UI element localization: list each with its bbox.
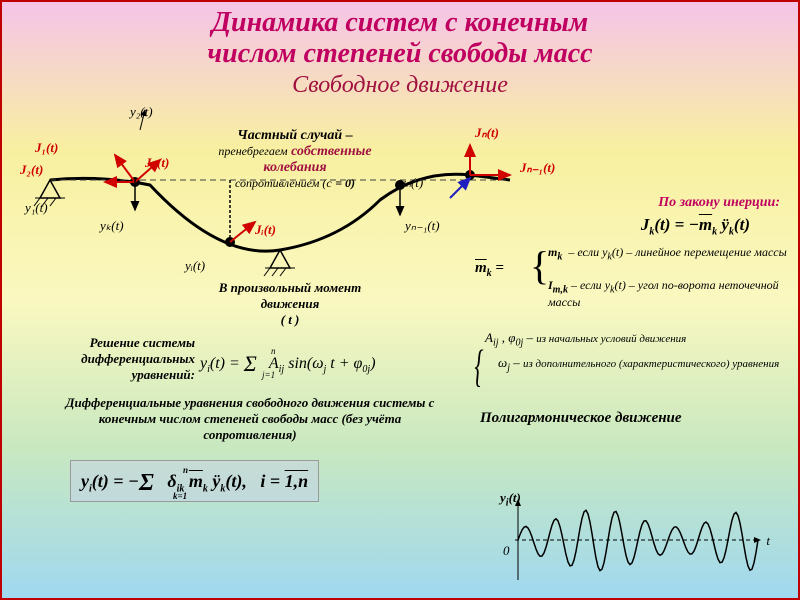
main-formula-box: yi(t) = −Σnk=1 δik mk ÿk(t), i = 1,n: [70, 460, 319, 502]
case-sub1: пренебрегаем: [218, 144, 287, 158]
force-ji: [230, 222, 255, 242]
lbl-jk: Jₖ(t): [145, 155, 169, 171]
diff-eq-text: Дифференциальные уравнения свободного дв…: [60, 395, 440, 443]
lbl-yk: yₖ(t): [100, 218, 124, 234]
solution-label: Решение системы дифференциальных уравнен…: [25, 335, 195, 383]
case-zero: = 0): [335, 176, 355, 190]
lbl-ji: Jᵢ(t): [255, 222, 276, 238]
wave-ylabel: yi(t): [500, 490, 521, 509]
moment-text: В произвольный момент движения: [219, 280, 362, 311]
lbl-j2: J₂(t): [20, 162, 43, 178]
wave-plot: yi(t) t 0: [500, 495, 770, 585]
lbl-jn1: Jₙ₋₁(t): [520, 160, 555, 176]
solution-formula: yi(t) = Σnj=1 Aij sin(ωj t + φ0j): [200, 348, 376, 375]
main-title: Динамика систем с конечным числом степен…: [0, 8, 800, 70]
lbl-j1: J₁(t): [35, 140, 58, 156]
brace-mk: {: [530, 242, 549, 289]
mk-cond1: mk – если yk(t) – линейное перемещение м…: [548, 245, 788, 262]
support-mid: [270, 250, 290, 268]
inertia-formula: Jk(t) = −mk ÿk(t): [641, 215, 750, 237]
disp-blue: [450, 178, 470, 198]
case-title: Частный случай –: [237, 128, 352, 143]
inertia-law: По закону инерции:: [560, 195, 780, 211]
lbl-jn: Jₙ(t): [475, 125, 499, 141]
moment-block: В произвольный момент движения ( t ): [215, 280, 365, 328]
title-l1: Динамика систем с конечным: [212, 7, 588, 38]
case-block: Частный случай – пренебрегаем собственны…: [195, 128, 395, 192]
lbl-y1: y₁(t): [25, 200, 48, 216]
moment-t: ( t ): [281, 312, 300, 327]
title-l2: числом степеней свободы масс: [207, 38, 592, 69]
wave-svg: [500, 495, 770, 585]
lbl-yn1: yₙ₋₁(t): [405, 218, 440, 234]
mk-cond2: Im,k – если yk(t) – угол по-ворота неточ…: [548, 278, 788, 310]
wave-xlabel: t: [766, 533, 770, 549]
case-sub2: сопротивлением (с: [235, 176, 332, 190]
support-left: [40, 180, 60, 198]
lbl-y2: y₂(t): [130, 104, 153, 120]
lbl-yi: yᵢ(t): [185, 258, 205, 274]
force-j1: [115, 155, 135, 182]
mk-eq: mk =: [475, 260, 504, 279]
wave-curve: [518, 510, 758, 570]
main-formula: yi(t) = −Σnk=1 δik mk ÿk(t), i = 1,n: [81, 471, 308, 491]
lbl-yn: yₙ(t): [400, 175, 423, 191]
wave-zero: 0: [503, 543, 510, 559]
aij-block: { Aij , φ0j – из начальных условий движе…: [485, 330, 785, 373]
polyharm: Полигармоническое движение: [480, 410, 682, 427]
subtitle: Свободное движение: [0, 72, 800, 99]
